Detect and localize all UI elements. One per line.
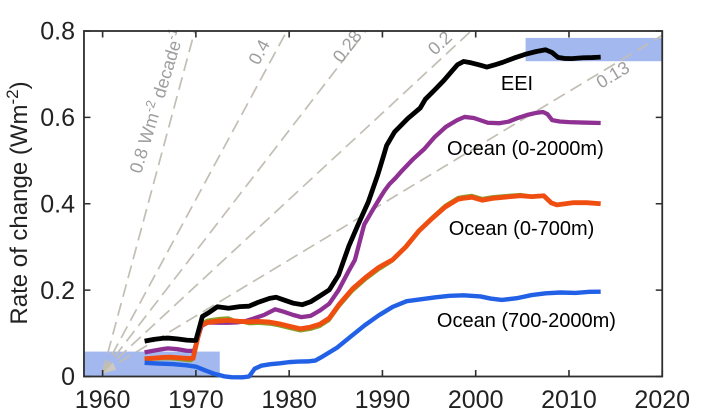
svg-text:1990: 1990: [355, 386, 411, 409]
svg-text:1970: 1970: [168, 386, 224, 409]
svg-text:2020: 2020: [634, 386, 690, 409]
svg-text:Ocean (0-700m): Ocean (0-700m): [449, 218, 595, 240]
svg-text:Rate of change (Wm-2): Rate of change (Wm-2): [3, 81, 34, 324]
svg-text:0: 0: [61, 363, 75, 391]
svg-text:Ocean (0-2000m): Ocean (0-2000m): [447, 138, 604, 160]
svg-text:Ocean (700-2000m): Ocean (700-2000m): [437, 310, 616, 332]
svg-text:1960: 1960: [75, 386, 131, 409]
svg-text:0.2: 0.2: [40, 277, 75, 305]
svg-text:2010: 2010: [541, 386, 597, 409]
svg-text:0.4: 0.4: [40, 190, 75, 218]
svg-text:1980: 1980: [261, 386, 317, 409]
svg-text:0.8: 0.8: [40, 18, 75, 46]
svg-text:2000: 2000: [448, 386, 504, 409]
svg-text:0.6: 0.6: [40, 104, 75, 132]
svg-text:EEI: EEI: [501, 73, 533, 95]
